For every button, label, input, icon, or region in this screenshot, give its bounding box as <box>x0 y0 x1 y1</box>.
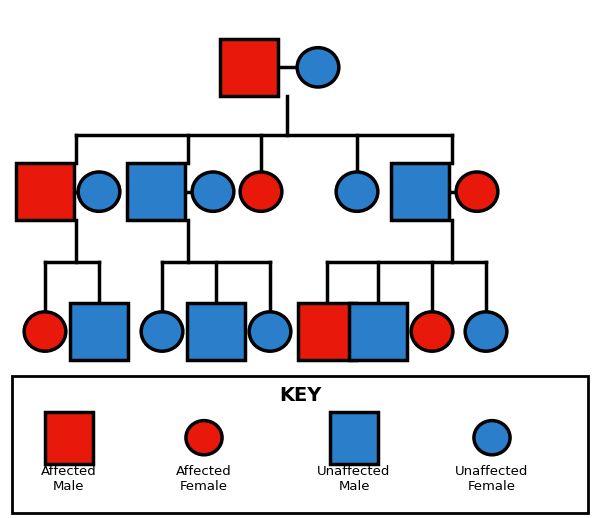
Text: Affected
Male: Affected Male <box>41 465 97 493</box>
Ellipse shape <box>336 172 378 211</box>
FancyBboxPatch shape <box>45 412 93 464</box>
Ellipse shape <box>192 172 234 211</box>
Text: Unaffected
Male: Unaffected Male <box>317 465 391 493</box>
FancyBboxPatch shape <box>349 303 407 360</box>
Ellipse shape <box>240 172 282 211</box>
FancyBboxPatch shape <box>298 303 356 360</box>
FancyBboxPatch shape <box>391 163 449 220</box>
FancyBboxPatch shape <box>12 376 588 513</box>
Ellipse shape <box>474 421 510 455</box>
Ellipse shape <box>78 172 120 211</box>
Ellipse shape <box>249 312 291 351</box>
Ellipse shape <box>465 312 507 351</box>
Text: KEY: KEY <box>279 386 321 405</box>
FancyBboxPatch shape <box>220 39 278 96</box>
Ellipse shape <box>24 312 66 351</box>
Ellipse shape <box>411 312 453 351</box>
FancyBboxPatch shape <box>16 163 74 220</box>
FancyBboxPatch shape <box>187 303 245 360</box>
Text: Unaffected
Female: Unaffected Female <box>455 465 529 493</box>
FancyBboxPatch shape <box>127 163 185 220</box>
Ellipse shape <box>456 172 498 211</box>
Ellipse shape <box>297 48 339 87</box>
FancyBboxPatch shape <box>330 412 378 464</box>
FancyBboxPatch shape <box>70 303 128 360</box>
Ellipse shape <box>186 421 222 455</box>
Text: Affected
Female: Affected Female <box>176 465 232 493</box>
Ellipse shape <box>141 312 183 351</box>
